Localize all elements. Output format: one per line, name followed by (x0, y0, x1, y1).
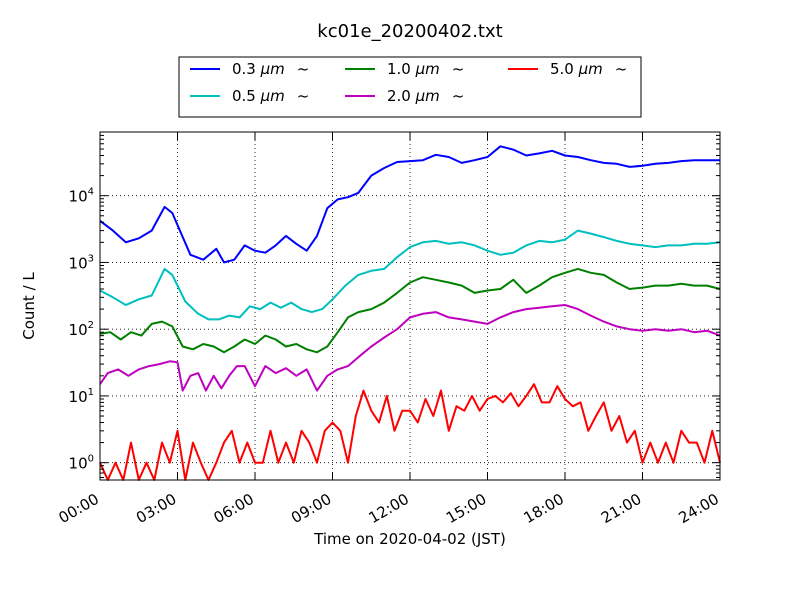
legend-size: 2.0 (387, 87, 416, 105)
legend-unit: μm (260, 87, 285, 105)
y-tick-label-exponent: 2 (88, 320, 94, 331)
series-layer (99, 145, 721, 481)
y-tick-label-base: 10 (69, 321, 88, 339)
y-tick-label-exponent: 0 (88, 454, 94, 465)
y-tick-label: 101 (69, 387, 94, 406)
y-tick-label: 103 (69, 253, 94, 272)
series-line-2-0um (99, 304, 721, 392)
y-tick-label: 102 (69, 320, 94, 339)
legend: 0.3 μm ~0.5 μm ~1.0 μm ~2.0 μm ~5.0 μm ~ (178, 56, 642, 118)
legend-box (178, 56, 642, 118)
legend-label: 1.0 μm ~ (387, 60, 464, 78)
y-tick-label-exponent: 3 (88, 253, 94, 264)
y-tick-label-exponent: 1 (88, 387, 94, 398)
legend-unit: μm (415, 87, 440, 105)
legend-size: 0.3 (232, 60, 261, 78)
series-line-0-5um (99, 229, 721, 321)
series-line-1-0um (99, 267, 721, 354)
y-tick-label-base: 10 (69, 254, 88, 272)
legend-suffix: ~ (452, 87, 465, 105)
legend-size: 0.5 (232, 87, 261, 105)
y-tick-label-base: 10 (69, 188, 88, 206)
y-tick-label-exponent: 4 (88, 187, 94, 198)
chart-title: kc01e_20200402.txt (317, 21, 502, 42)
series-line-0-3um (99, 145, 720, 264)
legend-label: 0.3 μm ~ (232, 60, 309, 78)
legend-entry-0-3um: 0.3 μm ~ (190, 60, 309, 78)
legend-entry-5-0um: 5.0 μm ~ (508, 60, 627, 78)
grid-lines (100, 132, 720, 480)
legend-suffix: ~ (297, 60, 310, 78)
legend-unit: μm (260, 60, 285, 78)
legend-suffix: ~ (452, 60, 465, 78)
legend-unit: μm (578, 60, 603, 78)
legend-suffix: ~ (615, 60, 628, 78)
legend-label: 0.5 μm ~ (232, 87, 309, 105)
x-axis-label: Time on 2020-04-02 (JST) (313, 530, 506, 548)
legend-label: 5.0 μm ~ (550, 60, 627, 78)
legend-entry-2-0um: 2.0 μm ~ (345, 87, 464, 105)
legend-entry-1-0um: 1.0 μm ~ (345, 60, 464, 78)
y-tick-label-base: 10 (69, 388, 88, 406)
y-tick-label-base: 10 (69, 455, 88, 473)
legend-entry-0-5um: 0.5 μm ~ (190, 87, 309, 105)
series-line-5-0um (99, 383, 721, 481)
y-tick-label: 104 (69, 187, 94, 206)
legend-unit: μm (415, 60, 440, 78)
legend-size: 5.0 (550, 60, 579, 78)
y-axis-label: Count / L (20, 272, 38, 340)
legend-label: 2.0 μm ~ (387, 87, 464, 105)
axis-ticks (99, 131, 721, 480)
y-tick-label: 100 (69, 454, 94, 473)
legend-size: 1.0 (387, 60, 416, 78)
legend-suffix: ~ (297, 87, 310, 105)
